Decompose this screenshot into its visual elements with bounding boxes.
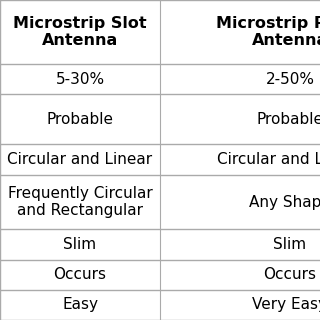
Text: Any Shape: Any Shape bbox=[249, 195, 320, 210]
Text: Very Easy: Very Easy bbox=[252, 297, 320, 312]
Text: Microstrip Slot
Antenna: Microstrip Slot Antenna bbox=[13, 16, 147, 48]
Text: Slim: Slim bbox=[63, 237, 97, 252]
Text: Occurs: Occurs bbox=[53, 267, 107, 282]
Text: Circular and Linear: Circular and Linear bbox=[7, 152, 153, 167]
Text: Frequently Circular
and Rectangular: Frequently Circular and Rectangular bbox=[8, 186, 152, 218]
Text: Circular and Linear: Circular and Linear bbox=[217, 152, 320, 167]
Text: Probable: Probable bbox=[46, 112, 114, 127]
Text: 5-30%: 5-30% bbox=[55, 72, 105, 87]
Text: Slim: Slim bbox=[273, 237, 307, 252]
Text: Easy: Easy bbox=[62, 297, 98, 312]
Text: 2-50%: 2-50% bbox=[266, 72, 315, 87]
Text: Microstrip Patch
Antenna: Microstrip Patch Antenna bbox=[216, 16, 320, 48]
Text: Occurs: Occurs bbox=[263, 267, 316, 282]
Text: Probable: Probable bbox=[257, 112, 320, 127]
